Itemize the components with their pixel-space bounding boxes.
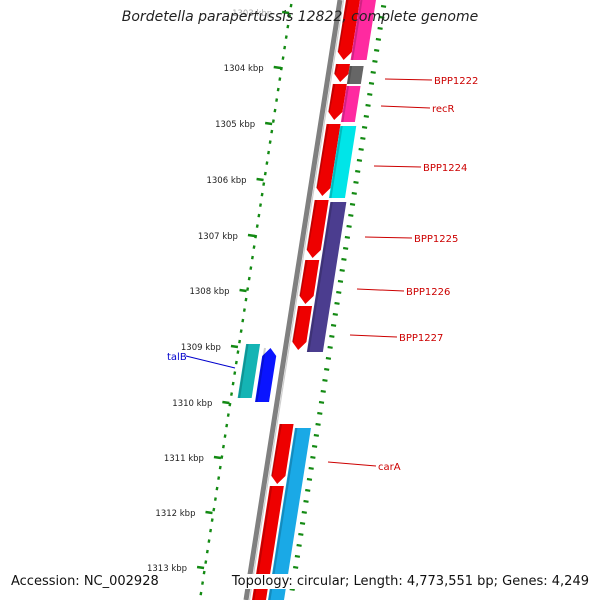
ruler-label: 1306 kbp xyxy=(206,176,246,186)
ruler-label: 1305 kbp xyxy=(215,120,255,130)
gene-block[interactable] xyxy=(328,84,347,120)
accession-text: Accession: NC_002928 xyxy=(9,574,161,589)
gene-block-talB[interactable] xyxy=(237,344,261,398)
gene-labels: BPP1222 recR BPP1224 BPP1225 BPP1226 BPP1227 t… xyxy=(167,76,478,473)
ruler-label: 1303 kbp xyxy=(232,9,272,19)
gene-block[interactable] xyxy=(271,424,294,484)
tick-ring xyxy=(199,3,387,596)
ruler-label: 1313 kbp xyxy=(147,564,187,574)
gene-block-talB[interactable] xyxy=(255,348,277,402)
gene-label[interactable]: recR xyxy=(432,104,455,115)
gene-features xyxy=(237,0,376,600)
gene-label[interactable]: carA xyxy=(378,462,401,473)
ruler-label: 1309 kbp xyxy=(181,343,221,353)
gene-label[interactable]: BPP1227 xyxy=(399,333,443,344)
ruler-label: 1312 kbp xyxy=(155,509,195,519)
ruler-label: 1304 kbp xyxy=(224,64,264,74)
gene-label[interactable]: BPP1222 xyxy=(434,76,478,87)
gene-block[interactable] xyxy=(252,486,284,600)
gene-label[interactable]: BPP1226 xyxy=(406,287,450,298)
gene-block[interactable] xyxy=(299,260,320,304)
genome-backbone xyxy=(243,0,345,600)
gene-block[interactable] xyxy=(316,124,341,196)
gene-block[interactable] xyxy=(337,0,360,60)
gene-label[interactable]: BPP1225 xyxy=(414,234,458,245)
gene-label[interactable]: talB xyxy=(167,352,187,363)
genome-summary-text: Topology: circular; Length: 4,773,551 bp… xyxy=(229,574,591,589)
genome-title: Bordetella parapertussis 12822, complete… xyxy=(121,9,479,25)
gene-label[interactable]: BPP1224 xyxy=(423,163,467,174)
gene-block[interactable] xyxy=(328,126,357,198)
gene-block[interactable] xyxy=(268,428,311,600)
ruler-label: 1310 kbp xyxy=(172,399,212,409)
ruler-label: 1307 kbp xyxy=(198,232,238,242)
gene-block[interactable] xyxy=(334,64,350,82)
gene-block[interactable] xyxy=(306,202,347,352)
ruler-label: 1308 kbp xyxy=(189,287,229,297)
gene-block[interactable] xyxy=(346,66,364,84)
kbp-ruler: 1303 kbp 1304 kbp 1305 kbp 1306 kbp 1307 kbp… xyxy=(147,9,290,574)
gene-block[interactable] xyxy=(292,306,313,350)
ruler-label: 1311 kbp xyxy=(164,454,204,464)
gene-block[interactable] xyxy=(350,0,376,60)
gene-block[interactable] xyxy=(306,200,329,258)
gene-block[interactable] xyxy=(340,86,361,122)
